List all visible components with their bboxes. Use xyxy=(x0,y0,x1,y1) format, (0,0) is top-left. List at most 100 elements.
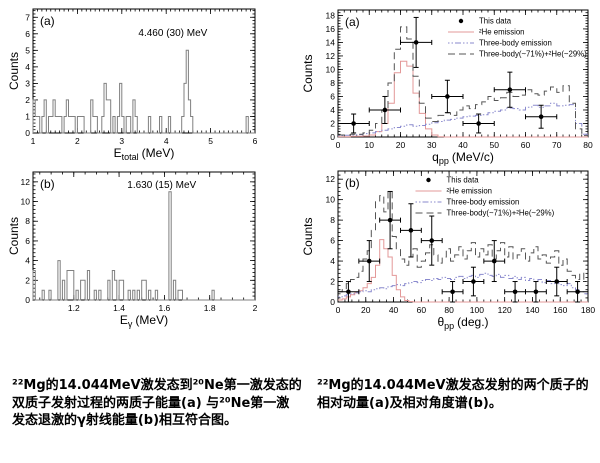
y-tick-label: 0 xyxy=(25,295,30,305)
x-tick-label: 1.2 xyxy=(68,303,80,313)
x-tick-label: 1.8 xyxy=(204,303,216,313)
y-tick-label: 2 xyxy=(25,275,30,285)
x-tick-label: 40 xyxy=(389,305,399,315)
x-tick-label: 100 xyxy=(470,305,484,315)
x-tick-label: 20 xyxy=(361,305,371,315)
y-tick-label: 6 xyxy=(25,29,30,39)
x-tick-label: 0 xyxy=(336,305,341,315)
curve-1 xyxy=(338,272,588,298)
y-tick-label: 8 xyxy=(330,78,335,88)
y-tick-label: 3 xyxy=(25,78,30,88)
legend-label: This data xyxy=(479,17,512,26)
y-tick-label: 8 xyxy=(330,215,335,225)
peak-energy-annotation: 4.460 (30) MeV xyxy=(138,28,207,39)
x-tick-label: 6 xyxy=(253,136,258,146)
x-tick-label: 1 xyxy=(31,136,36,146)
data-points xyxy=(337,190,589,303)
y-tick-label: 2 xyxy=(25,95,30,105)
x-tick-label: 30 xyxy=(427,140,437,150)
y-tick-label: 5 xyxy=(25,45,30,55)
legend-point-marker xyxy=(458,18,464,24)
axis-ticks xyxy=(337,170,589,303)
y-tick-label: 0 xyxy=(330,132,335,142)
y-tick-label: 4 xyxy=(25,256,30,266)
x-tick-label: 3 xyxy=(119,136,124,146)
y-tick-label: 7 xyxy=(25,12,30,22)
curve-0 xyxy=(338,60,588,138)
y-tick-label: 8 xyxy=(25,216,30,226)
plot-frame xyxy=(32,171,256,301)
y-tick-label: 18 xyxy=(326,10,336,20)
x-tick-label: 1.4 xyxy=(113,303,125,313)
y-tick-label: 0 xyxy=(25,128,30,138)
curve-2 xyxy=(338,26,588,137)
peak-energy-annotation: 1.630 (15) MeV xyxy=(127,180,196,191)
x-tick-label: 70 xyxy=(552,140,562,150)
y-tick-label: 12 xyxy=(326,174,336,184)
histogram-steps xyxy=(32,49,255,134)
x-tick-label: 60 xyxy=(417,305,427,315)
y-tick-label: 4 xyxy=(25,62,30,72)
histogram-steps xyxy=(32,191,255,301)
x-tick-label: 0 xyxy=(336,140,341,150)
curve-2 xyxy=(338,191,588,293)
chart-egamma-histogram: 1.2 1.4 1.6 1.8 2 0 2 4 6 8 10 12 (b) 1.630 (15) MeV E… xyxy=(7,171,258,329)
legend-label: This data xyxy=(447,176,480,185)
legend-label: Three-body emission xyxy=(479,39,552,48)
x-axis-title: Eγ (MeV) xyxy=(120,313,168,329)
y-axis-title: Counts xyxy=(301,54,315,92)
legend: This data ²He emission Three-body emission… xyxy=(415,176,555,218)
plot-area-left-b: 1.2 1.4 1.6 1.8 2 0 2 4 6 8 10 12 (b) 1.630 (15) MeV E… xyxy=(7,171,258,329)
x-tick-label: 140 xyxy=(525,305,539,315)
y-tick-label: 10 xyxy=(21,197,31,207)
y-tick-label: 1 xyxy=(25,111,30,121)
x-tick-label: 80 xyxy=(444,305,454,315)
y-axis-title: Counts xyxy=(301,217,315,255)
x-tick-label: 20 xyxy=(396,140,406,150)
y-axis-title: Counts xyxy=(7,52,21,90)
y-tick-label: 12 xyxy=(21,177,31,187)
y-tick-label: 6 xyxy=(330,236,335,246)
data-points xyxy=(337,16,558,134)
caption-left-figure: ²²Mg的14.044MeV激发态到²⁰Ne第一激发态的双质子发射过程的两质子能… xyxy=(12,378,302,429)
x-tick-label: 160 xyxy=(553,305,567,315)
x-tick-label: 4 xyxy=(164,136,169,146)
chart-thetapp-angle: 0 20 40 60 80 100 120 140 160 180 0 2 4 6 8 10 12 (b) θpp(… xyxy=(301,170,595,331)
legend-point-marker xyxy=(426,177,431,183)
y-tick-label: 10 xyxy=(326,64,336,74)
y-tick-label: 12 xyxy=(326,51,336,61)
y-axis-title: Counts xyxy=(7,217,21,255)
legend-label: ²He emission xyxy=(479,28,525,37)
x-tick-label: 10 xyxy=(365,140,375,150)
legend-label: Three-body emission xyxy=(447,198,520,207)
chart-qpp-momentum: 0 10 20 30 40 50 60 70 80 0 2 4 6 8 10 12 14 16 18 (a) qpp (M… xyxy=(301,9,593,166)
y-tick-label: 14 xyxy=(326,37,336,47)
panel-label: (a) xyxy=(345,15,360,29)
plot-area-right-b: 0 20 40 60 80 100 120 140 160 180 0 2 4 6 8 10 12 (b) θpp(… xyxy=(301,170,595,331)
x-tick-label: 120 xyxy=(498,305,512,315)
y-tick-label: 2 xyxy=(330,118,335,128)
x-tick-label: 2 xyxy=(75,136,80,146)
x-tick-label: 5 xyxy=(208,136,213,146)
x-axis-title: Etotal (MeV) xyxy=(114,146,175,162)
panel-label: (a) xyxy=(40,14,55,28)
legend-label: ²He emission xyxy=(447,187,493,196)
x-tick-label: 1.6 xyxy=(158,303,170,313)
x-tick-label: 80 xyxy=(583,140,593,150)
curve-1 xyxy=(338,102,588,137)
y-tick-label: 0 xyxy=(330,297,335,307)
panel-label: (b) xyxy=(345,176,360,190)
x-tick-label: 2 xyxy=(253,303,258,313)
x-tick-label: 180 xyxy=(581,305,595,315)
x-tick-label: 40 xyxy=(458,140,468,150)
caption-right-figure: ²²Mg的14.044MeV激发态发射的两个质子的相对动量(a)及相对角度谱(b… xyxy=(317,378,589,411)
y-tick-label: 10 xyxy=(326,195,336,205)
y-tick-label: 16 xyxy=(326,24,336,34)
x-axis-title: qpp (MeV/c) xyxy=(432,150,494,166)
y-tick-label: 6 xyxy=(25,236,30,246)
y-tick-label: 4 xyxy=(330,105,335,115)
legend-label: Three-body(~71%)+²He(~29%) xyxy=(479,50,587,59)
legend: This data ²He emission Three-body emission… xyxy=(448,17,587,59)
